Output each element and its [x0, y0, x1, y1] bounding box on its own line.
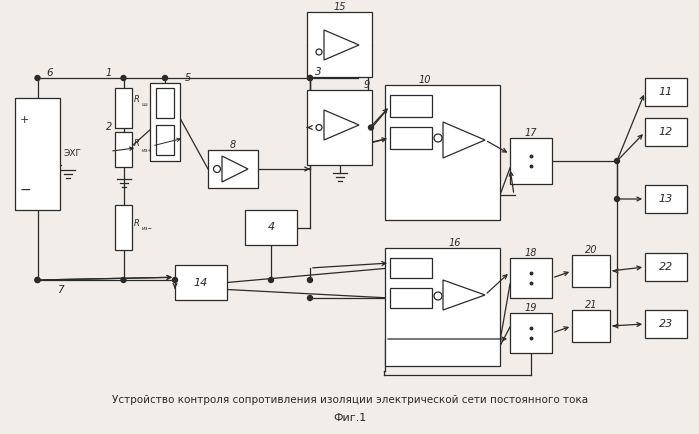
Circle shape — [316, 125, 322, 131]
Text: 11: 11 — [659, 87, 673, 97]
Text: 6: 6 — [46, 68, 53, 78]
Bar — [115, 88, 132, 128]
Bar — [510, 313, 552, 353]
Text: 22: 22 — [659, 262, 673, 272]
Text: 21: 21 — [585, 300, 597, 310]
Bar — [115, 205, 132, 250]
Text: 19: 19 — [525, 303, 538, 313]
Bar — [390, 288, 432, 308]
Bar — [15, 98, 60, 210]
Text: Устройство контроля сопротивления изоляции электрической сети постоянного тока: Устройство контроля сопротивления изоляц… — [112, 395, 588, 405]
Text: 1: 1 — [106, 68, 112, 78]
Circle shape — [162, 76, 168, 80]
Bar — [390, 258, 432, 278]
Circle shape — [308, 76, 312, 80]
Text: +: + — [20, 115, 29, 125]
Bar — [390, 127, 432, 149]
Bar — [572, 310, 610, 342]
Text: 14: 14 — [194, 277, 208, 287]
Text: R: R — [134, 139, 140, 148]
Text: 3: 3 — [315, 67, 322, 77]
Circle shape — [35, 277, 40, 283]
Bar — [645, 253, 687, 281]
Circle shape — [434, 292, 442, 300]
Text: из+: из+ — [141, 148, 152, 152]
Polygon shape — [324, 30, 359, 60]
Text: 12: 12 — [659, 127, 673, 137]
Bar — [150, 83, 180, 161]
Polygon shape — [443, 280, 485, 310]
Text: 7: 7 — [57, 285, 64, 295]
Circle shape — [213, 165, 220, 172]
Circle shape — [173, 277, 178, 283]
Text: 23: 23 — [659, 319, 673, 329]
Bar — [645, 310, 687, 338]
Text: 13: 13 — [659, 194, 673, 204]
Text: 9: 9 — [364, 80, 370, 90]
Bar — [645, 78, 687, 106]
Polygon shape — [324, 110, 359, 140]
Text: ЭХГ: ЭХГ — [63, 149, 81, 158]
Circle shape — [614, 158, 619, 164]
Text: 16: 16 — [449, 238, 461, 248]
Text: 18: 18 — [525, 248, 538, 258]
Circle shape — [434, 134, 442, 142]
Text: R: R — [134, 218, 140, 227]
Text: из−: из− — [141, 227, 152, 231]
Bar — [645, 185, 687, 213]
Bar — [572, 255, 610, 287]
Text: ш: ш — [141, 102, 147, 108]
Text: 15: 15 — [333, 2, 346, 12]
Circle shape — [614, 197, 619, 201]
Bar — [307, 90, 372, 165]
Circle shape — [121, 76, 126, 80]
Bar — [385, 248, 500, 366]
Circle shape — [35, 76, 40, 80]
Bar — [245, 210, 297, 245]
Circle shape — [35, 277, 40, 283]
Text: 20: 20 — [585, 245, 597, 255]
Bar — [156, 88, 174, 118]
Circle shape — [268, 277, 273, 283]
Bar — [175, 265, 227, 300]
Text: 10: 10 — [419, 75, 431, 85]
Text: 5: 5 — [185, 73, 191, 83]
Circle shape — [316, 49, 322, 55]
Bar — [385, 85, 500, 220]
Bar — [510, 258, 552, 298]
Bar — [390, 95, 432, 117]
Bar — [510, 138, 552, 184]
Polygon shape — [443, 122, 485, 158]
Text: −: − — [20, 183, 31, 197]
Text: Фиг.1: Фиг.1 — [333, 413, 366, 423]
Circle shape — [308, 76, 312, 80]
Bar — [156, 125, 174, 155]
Text: R: R — [134, 95, 140, 105]
Text: 4: 4 — [268, 223, 275, 233]
Bar — [307, 12, 372, 77]
Bar — [645, 118, 687, 146]
Text: 17: 17 — [525, 128, 538, 138]
Circle shape — [308, 277, 312, 283]
Bar — [115, 132, 132, 167]
Polygon shape — [222, 156, 248, 182]
Text: 8: 8 — [230, 140, 236, 150]
Circle shape — [368, 125, 373, 130]
Bar — [208, 150, 258, 188]
Circle shape — [308, 296, 312, 300]
Text: 2: 2 — [106, 122, 112, 132]
Circle shape — [121, 277, 126, 283]
